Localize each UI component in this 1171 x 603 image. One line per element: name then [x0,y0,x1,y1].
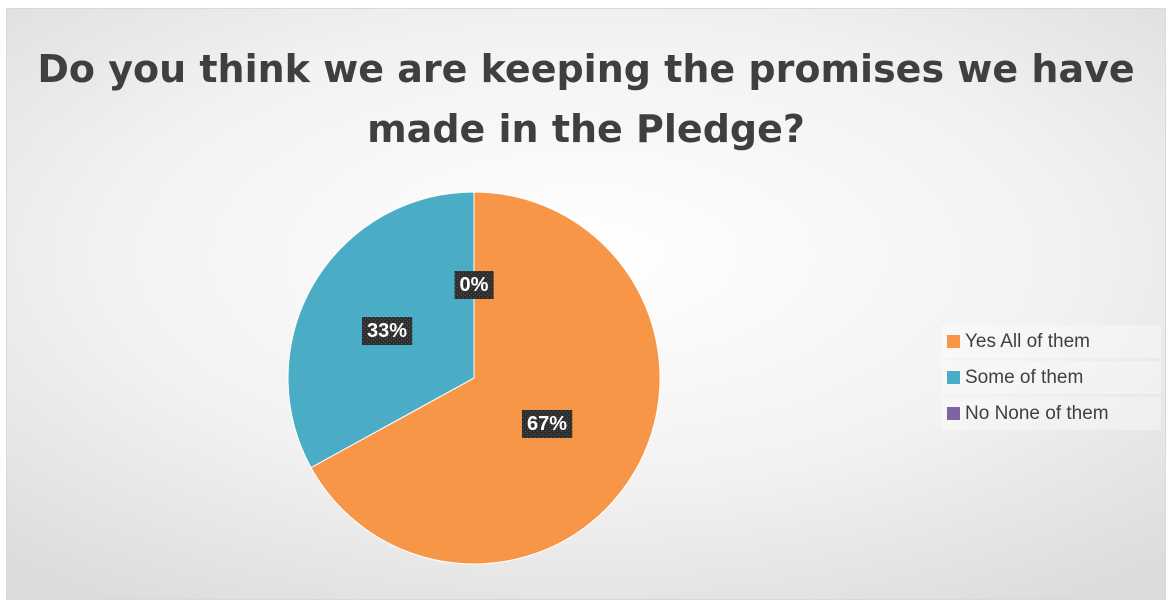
legend-swatch-icon [947,335,960,348]
data-label-yes-all-of-them: 67% [521,410,573,438]
legend-label: Yes All of them [965,330,1090,352]
chart-area: Do you think we are keeping the promises… [6,8,1166,600]
legend-swatch-icon [947,371,960,384]
data-label-no-none-of-them: 0% [454,271,494,299]
legend-item-no-none-of-them: No None of them [941,397,1161,430]
data-label-text: 0% [460,274,489,296]
legend-label: No None of them [965,402,1109,424]
legend-item-some-of-them: Some of them [941,361,1161,394]
legend: Yes All of them Some of them No None of … [941,325,1161,433]
chart-title: Do you think we are keeping the promises… [37,47,1135,151]
data-label-text: 67% [527,413,567,435]
pie-slice-yes-all-of-them [310,191,661,565]
data-label-text: 33% [367,320,407,342]
legend-item-yes-all-of-them: Yes All of them [941,325,1161,358]
data-label-some-of-them: 33% [361,317,413,345]
legend-swatch-icon [947,407,960,420]
pie-chart: 67% 33% 0% [287,191,661,565]
data-label-background [521,410,573,438]
data-label-background [454,271,494,299]
legend-label: Some of them [965,366,1084,388]
data-label-background [361,317,413,345]
